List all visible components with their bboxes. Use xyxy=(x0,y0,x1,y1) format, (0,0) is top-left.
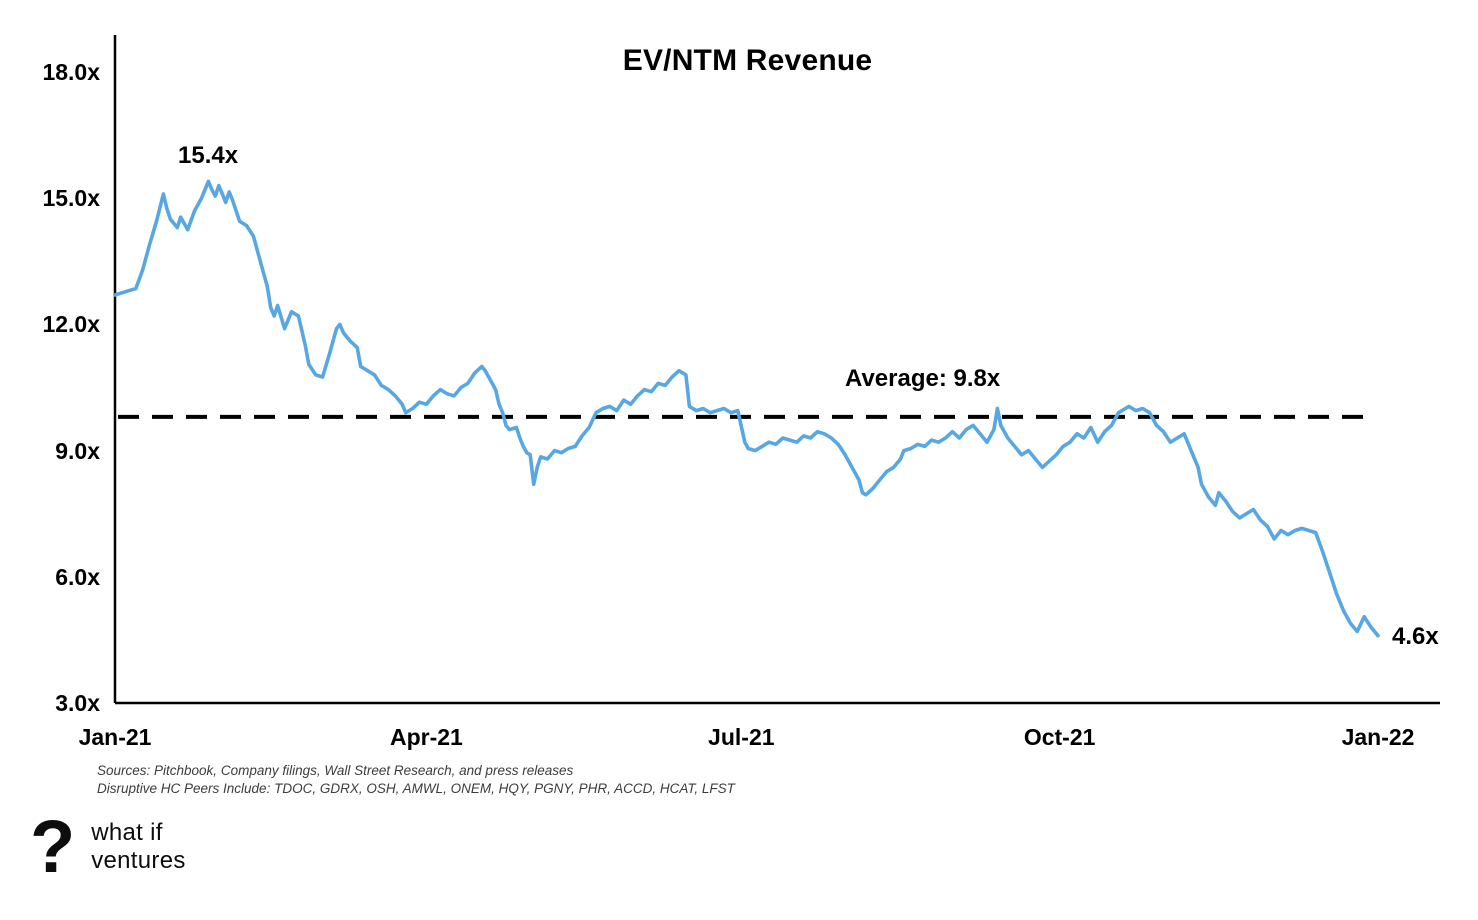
question-mark-logo-icon: ? xyxy=(30,805,76,888)
y-tick-label: 15.0x xyxy=(42,185,100,212)
logo-wordmark: what if ventures xyxy=(91,819,185,875)
sources-note: Sources: Pitchbook, Company filings, Wal… xyxy=(97,763,574,778)
y-tick-label: 9.0x xyxy=(55,437,100,464)
revenue-multiple-line xyxy=(113,179,1380,638)
x-tick-label: Oct-21 xyxy=(1023,724,1096,750)
x-tick-label: Apr-21 xyxy=(389,724,463,750)
footnotes: Sources: Pitchbook, Company filings, Wal… xyxy=(97,762,735,797)
peak-value-annotation: 15.4x xyxy=(178,142,239,169)
logo-line-2: ventures xyxy=(91,847,186,874)
x-tick-label: Jan-22 xyxy=(1341,724,1415,750)
x-tick-label: Jul-21 xyxy=(708,724,775,750)
what-if-ventures-logo: ? what if ventures xyxy=(30,808,186,886)
peers-note: Disruptive HC Peers Include: TDOC, GDRX,… xyxy=(97,780,735,796)
logo-line-1: what if xyxy=(91,819,163,846)
average-value-annotation: Average: 9.8x xyxy=(845,365,1001,392)
x-tick-label: Jan-21 xyxy=(78,724,152,750)
y-tick-label: 18.0x xyxy=(42,59,100,85)
chart-title: EV/NTM Revenue xyxy=(622,44,873,77)
y-tick-label: 6.0x xyxy=(55,563,100,590)
y-tick-label: 12.0x xyxy=(42,311,100,338)
end-value-annotation: 4.6x xyxy=(1392,623,1439,650)
y-tick-label: 3.0x xyxy=(55,690,100,716)
